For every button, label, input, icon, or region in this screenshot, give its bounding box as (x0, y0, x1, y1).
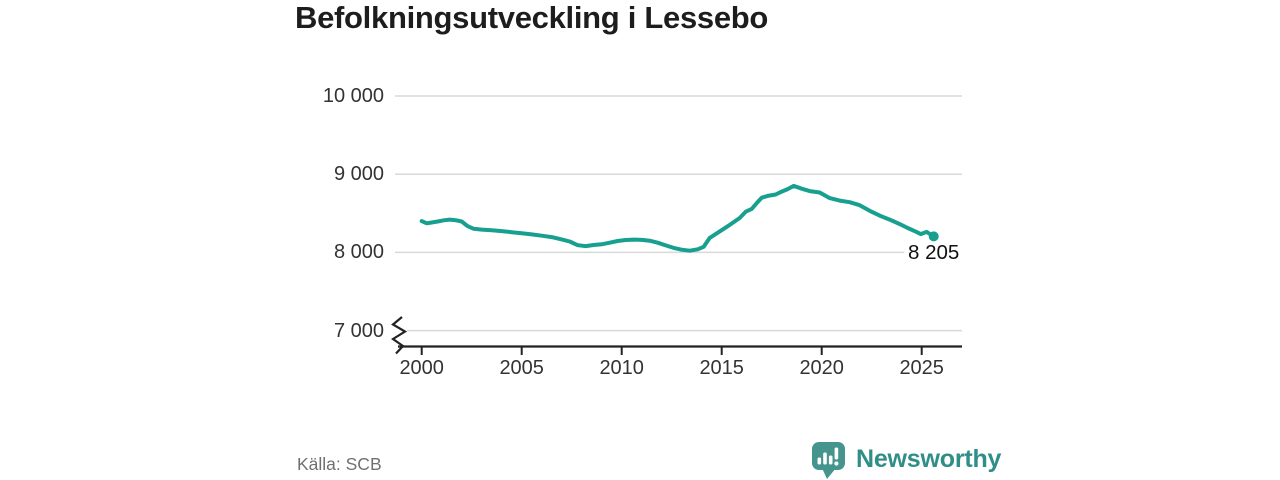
x-tick-label: 2015 (699, 357, 744, 379)
axis-break-zigzag (391, 316, 408, 355)
latest-value-label: 8 205 (904, 241, 964, 264)
chart-title: Befolkningsutveckling i Lessebo (295, 0, 769, 35)
y-tick-label: 8 000 (333, 241, 384, 264)
source-label: Källa: SCB (297, 454, 382, 474)
x-tick-label: 2020 (799, 357, 844, 379)
y-tick-label: 10 000 (322, 85, 384, 107)
y-tick-label: 7 000 (333, 319, 384, 342)
bar-chart-speech-bubble-icon (812, 442, 845, 479)
population-line (419, 183, 936, 253)
newsworthy-logo: Newsworthy (808, 438, 1002, 480)
x-tick-label: 2000 (399, 357, 444, 379)
latest-value-dot (928, 231, 939, 242)
x-tick-label: 2025 (899, 357, 944, 379)
newsworthy-logo-text: Newsworthy (856, 445, 1002, 473)
x-tick-label: 2005 (499, 357, 544, 379)
x-tick-label: 2010 (599, 357, 644, 379)
y-tick-label: 9 000 (333, 163, 384, 186)
